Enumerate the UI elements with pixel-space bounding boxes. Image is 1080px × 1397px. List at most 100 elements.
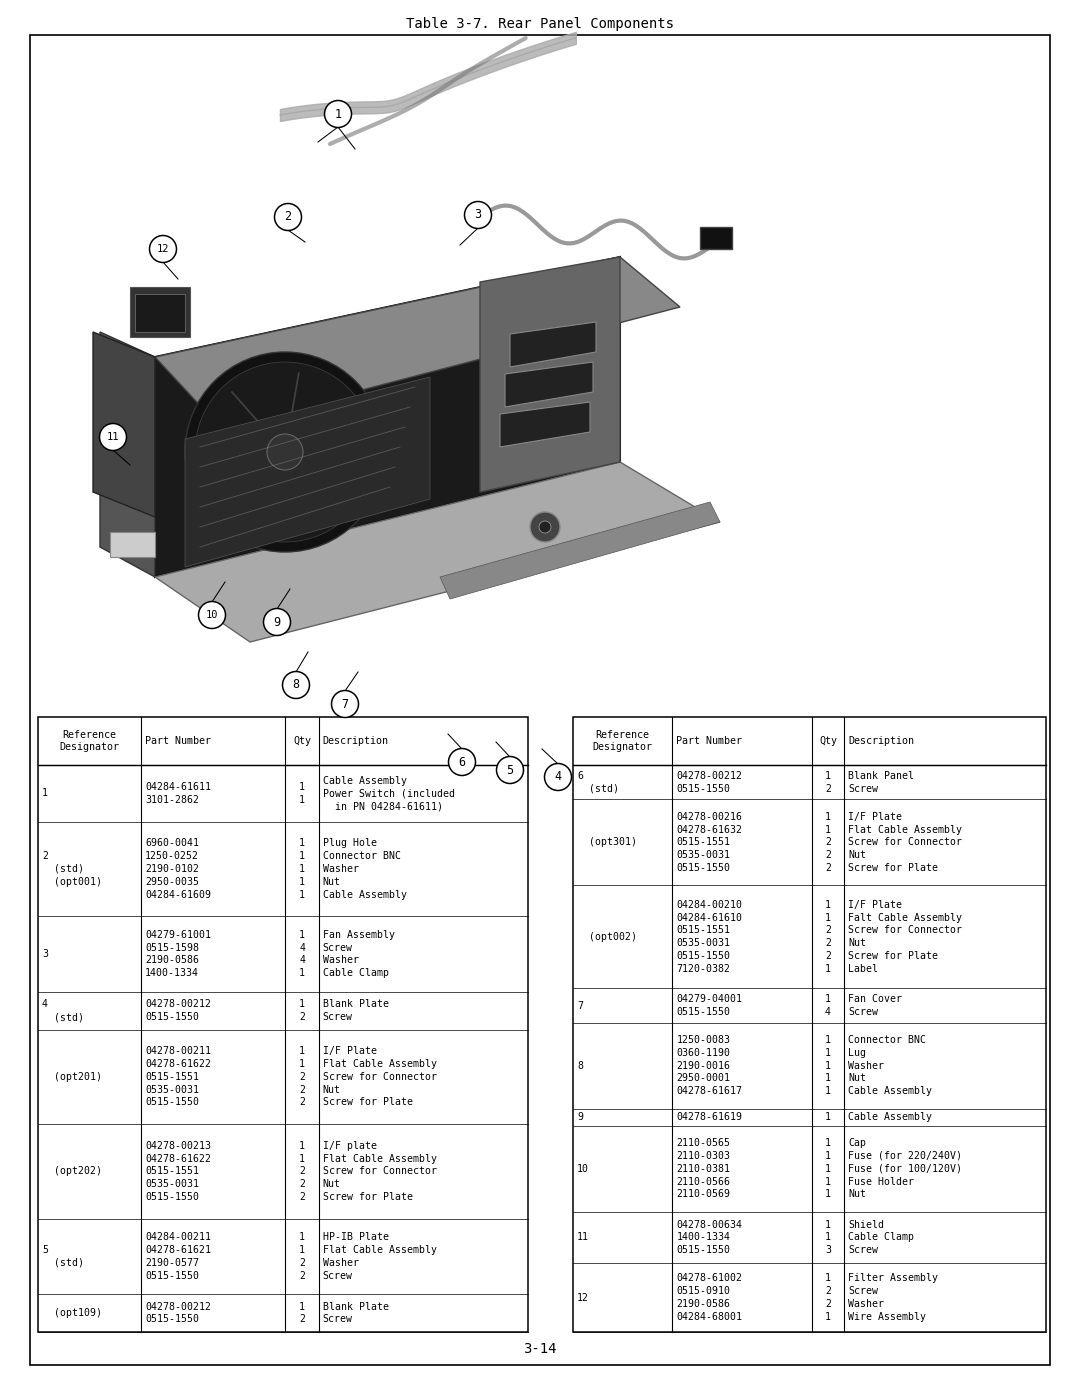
Text: 5: 5 [507,764,514,777]
Text: 4
  (std): 4 (std) [42,999,84,1023]
Text: Table 3-7. Rear Panel Components: Table 3-7. Rear Panel Components [406,17,674,31]
Text: 1: 1 [825,1112,831,1122]
Text: I/F Plate
Flat Cable Assembly
Screw for Connector
Nut
Screw for Plate: I/F Plate Flat Cable Assembly Screw for … [848,812,962,873]
Text: 4: 4 [554,771,562,784]
Text: 04278-00212
0515-1550: 04278-00212 0515-1550 [145,999,211,1023]
Text: 04279-04001
0515-1550: 04279-04001 0515-1550 [676,995,742,1017]
Text: 1
1
1
1
1: 1 1 1 1 1 [299,838,306,900]
Circle shape [185,352,384,552]
Polygon shape [500,402,590,447]
Text: 1
1
2
2: 1 1 2 2 [299,1232,306,1281]
Text: 04278-00211
04278-61622
0515-1551
0535-0031
0515-1550: 04278-00211 04278-61622 0515-1551 0535-0… [145,1046,211,1108]
Text: Part Number: Part Number [676,736,742,746]
Text: Cap
Fuse (for 220/240V)
Fuse (for 100/120V)
Fuse Holder
Nut: Cap Fuse (for 220/240V) Fuse (for 100/12… [848,1139,962,1200]
Polygon shape [480,257,620,492]
Text: Cable Assembly
Power Switch (included
  in PN 04284-61611): Cable Assembly Power Switch (included in… [323,775,455,812]
Circle shape [99,423,126,450]
Text: 6
  (std): 6 (std) [577,771,619,793]
Text: 9: 9 [273,616,281,629]
Text: Shield
Cable Clamp
Screw: Shield Cable Clamp Screw [848,1220,914,1256]
Text: 5
  (std): 5 (std) [42,1245,84,1268]
Polygon shape [185,377,430,567]
Text: 1
4
4
1: 1 4 4 1 [299,930,306,978]
Text: 04278-00634
1400-1334
0515-1550: 04278-00634 1400-1334 0515-1550 [676,1220,742,1256]
Text: 3: 3 [474,208,482,222]
Text: Blank Plate
Screw: Blank Plate Screw [323,1302,389,1324]
Text: Fan Cover
Screw: Fan Cover Screw [848,995,902,1017]
Text: 1
1
3: 1 1 3 [825,1220,831,1256]
Text: 9: 9 [577,1112,583,1122]
Text: 04278-00212
0515-1550: 04278-00212 0515-1550 [145,1302,211,1324]
Polygon shape [510,321,596,367]
Circle shape [464,201,491,229]
Circle shape [332,690,359,718]
Text: I/F Plate
Flat Cable Assembly
Screw for Connector
Nut
Screw for Plate: I/F Plate Flat Cable Assembly Screw for … [323,1046,436,1108]
Polygon shape [156,257,680,427]
Polygon shape [156,462,720,643]
Text: 8: 8 [577,1060,583,1070]
Polygon shape [156,257,620,577]
Text: Part Number: Part Number [145,736,211,746]
Text: 1
1
2
2
2: 1 1 2 2 2 [299,1046,306,1108]
Text: Cable Assembly: Cable Assembly [848,1112,932,1122]
Text: 04278-00213
04278-61622
0515-1551
0535-0031
0515-1550: 04278-00213 04278-61622 0515-1551 0535-0… [145,1141,211,1201]
Circle shape [264,609,291,636]
Bar [40,47,1030,767]
Text: Connector BNC
Lug
Washer
Nut
Cable Assembly: Connector BNC Lug Washer Nut Cable Assem… [848,1035,932,1097]
Text: 04278-61002
0515-0910
2190-0586
04284-68001: 04278-61002 0515-0910 2190-0586 04284-68… [676,1274,742,1322]
Text: 04284-00211
04278-61621
2190-0577
0515-1550: 04284-00211 04278-61621 2190-0577 0515-1… [145,1232,211,1281]
Bar [38,717,528,1331]
Text: (opt301): (opt301) [577,837,637,848]
Circle shape [539,521,551,534]
Text: 12: 12 [577,1292,589,1302]
Text: 7: 7 [341,697,349,711]
Bar [110,532,156,557]
Text: 1
1
2
2
2: 1 1 2 2 2 [825,812,831,873]
Text: 12: 12 [157,244,170,254]
Text: 1
1
1
1
1: 1 1 1 1 1 [825,1035,831,1097]
Polygon shape [505,362,593,407]
Text: 04284-61611
3101-2862: 04284-61611 3101-2862 [145,782,211,805]
Text: 1
1
2
2
2
1: 1 1 2 2 2 1 [825,900,831,974]
Text: 2
  (std)
  (opt001): 2 (std) (opt001) [42,851,102,887]
Circle shape [283,672,310,698]
Text: (opt109): (opt109) [42,1308,102,1319]
Text: HP-IB Plate
Flat Cable Assembly
Washer
Screw: HP-IB Plate Flat Cable Assembly Washer S… [323,1232,436,1281]
Polygon shape [440,502,720,599]
Text: 3: 3 [42,949,48,958]
Text: 6: 6 [458,756,465,768]
Polygon shape [93,332,156,517]
Text: Reference
Designator: Reference Designator [59,729,120,753]
Text: 04278-00212
0515-1550: 04278-00212 0515-1550 [676,771,742,793]
Text: Blank Panel
Screw: Blank Panel Screw [848,771,914,793]
Text: 10: 10 [577,1164,589,1173]
Text: 04279-61001
0515-1598
2190-0586
1400-1334: 04279-61001 0515-1598 2190-0586 1400-133… [145,930,211,978]
Circle shape [530,511,561,542]
Circle shape [274,204,301,231]
Text: Plug Hole
Connector BNC
Washer
Nut
Cable Assembly: Plug Hole Connector BNC Washer Nut Cable… [323,838,407,900]
Text: 8: 8 [293,679,299,692]
Text: 2110-0565
2110-0303
2110-0381
2110-0566
2110-0569: 2110-0565 2110-0303 2110-0381 2110-0566 … [676,1139,730,1200]
Text: 1
2
2
1: 1 2 2 1 [825,1274,831,1322]
Text: 1
2: 1 2 [299,999,306,1023]
Bar [135,293,185,332]
Text: 11: 11 [107,432,119,441]
Text: Qty: Qty [293,736,311,746]
Circle shape [497,757,524,784]
Circle shape [149,236,176,263]
Circle shape [324,101,351,127]
Text: Qty: Qty [819,736,837,746]
Text: Fan Assembly
Screw
Washer
Cable Clamp: Fan Assembly Screw Washer Cable Clamp [323,930,395,978]
Bar [130,286,190,337]
Bar [573,717,1047,1331]
Text: 11: 11 [577,1232,589,1242]
Text: 2: 2 [284,211,292,224]
Circle shape [544,764,571,791]
Circle shape [199,602,226,629]
Text: Description: Description [848,736,914,746]
Polygon shape [100,332,156,577]
Text: Reference
Designator: Reference Designator [593,729,652,753]
Text: 04278-61619: 04278-61619 [676,1112,742,1122]
Text: 1
4: 1 4 [825,995,831,1017]
Text: Description: Description [323,736,389,746]
